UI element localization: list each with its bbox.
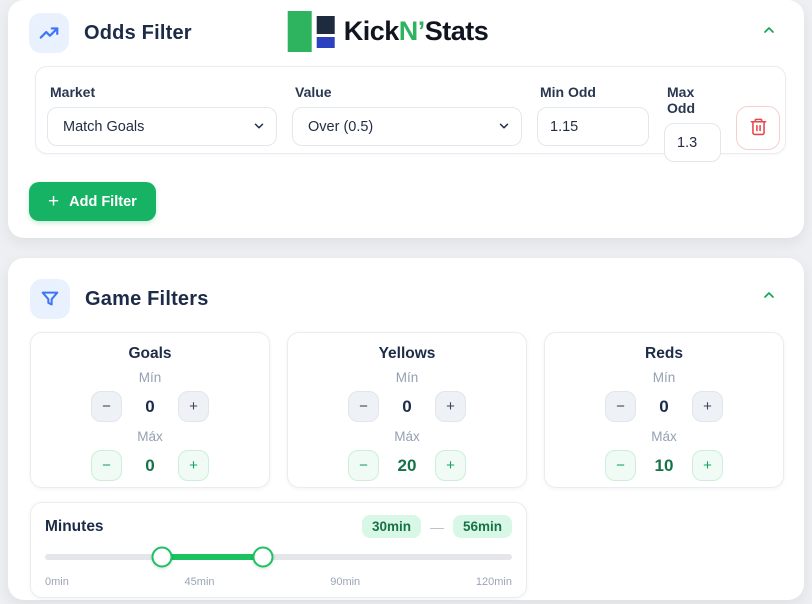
- reds-panel: Reds Mín − 0 + Máx − 10 +: [544, 332, 784, 488]
- collapse-odds-filter-button[interactable]: [756, 18, 782, 44]
- tick-label: 120min: [475, 576, 512, 588]
- slider-active-range: [161, 554, 263, 560]
- panel-title: Goals: [128, 345, 172, 362]
- goals-min-decrement-button[interactable]: −: [91, 391, 122, 422]
- game-filters-header: Game Filters: [30, 279, 209, 319]
- slider-handle-min[interactable]: [151, 546, 173, 568]
- tick-label: 45min: [184, 576, 215, 588]
- panel-title: Yellows: [378, 345, 436, 362]
- slider-track[interactable]: [45, 554, 512, 560]
- max-label: Máx: [651, 429, 677, 444]
- logo-text: KickN’Stats: [343, 16, 489, 46]
- min-label: Mín: [395, 370, 419, 385]
- range-separator: —: [429, 518, 444, 535]
- logo-green-block: [287, 11, 312, 52]
- minutes-from-badge: 30min: [361, 515, 421, 538]
- slider-tick-labels: 0min 45min 90min 120min: [45, 576, 512, 588]
- game-filters-title: Game Filters: [85, 287, 209, 310]
- kicknstats-logo: KickN’Stats: [287, 11, 489, 52]
- reds-min-value: 0: [659, 396, 669, 416]
- minutes-panel: Minutes 30min — 56min 0min 45min 90min 1…: [30, 502, 527, 598]
- minutes-range-slider[interactable]: [45, 546, 512, 568]
- max-label: Máx: [394, 429, 420, 444]
- trash-icon: [749, 117, 768, 139]
- logo-blue-block: [316, 36, 335, 48]
- reds-min-decrement-button[interactable]: −: [605, 391, 636, 422]
- filter-funnel-icon: [30, 279, 70, 319]
- yellows-max-value: 20: [397, 455, 417, 475]
- odds-filter-row: Market Match Goals Value Over (0.5): [35, 66, 786, 162]
- goals-max-increment-button[interactable]: +: [178, 450, 209, 481]
- goals-min-increment-button[interactable]: +: [178, 391, 209, 422]
- tick-label: 0min: [45, 576, 69, 588]
- min-odd-label: Min Odd: [540, 84, 596, 100]
- panel-title: Reds: [645, 345, 683, 362]
- min-odd-input[interactable]: [537, 107, 649, 146]
- goals-panel: Goals Mín − 0 + Máx − 0 +: [30, 332, 270, 488]
- value-select[interactable]: Over (0.5): [292, 107, 522, 146]
- tick-label: 90min: [330, 576, 361, 588]
- odds-filter-card: Odds Filter KickN’Stats Market Match Goa…: [8, 0, 804, 238]
- yellows-max-increment-button[interactable]: +: [435, 450, 466, 481]
- reds-min-increment-button[interactable]: +: [692, 391, 723, 422]
- min-label: Mín: [138, 370, 162, 385]
- yellows-min-value: 0: [402, 396, 412, 416]
- yellows-min-decrement-button[interactable]: −: [348, 391, 379, 422]
- collapse-game-filters-button[interactable]: [756, 283, 782, 309]
- reds-max-decrement-button[interactable]: −: [605, 450, 636, 481]
- logo-navy-block: [316, 15, 335, 34]
- plus-icon: +: [48, 191, 60, 212]
- yellows-max-decrement-button[interactable]: −: [348, 450, 379, 481]
- market-label: Market: [50, 84, 96, 100]
- stepper-panels: Goals Mín − 0 + Máx − 0 + Yellows Mín − …: [30, 332, 784, 488]
- chevron-up-icon: [761, 287, 777, 306]
- goals-min-value: 0: [145, 396, 155, 416]
- odds-filter-header: Odds Filter: [29, 13, 192, 53]
- minutes-title: Minutes: [45, 517, 104, 535]
- max-label: Máx: [137, 429, 163, 444]
- trend-up-icon: [29, 13, 69, 53]
- goals-max-value: 0: [145, 455, 155, 475]
- reds-max-increment-button[interactable]: +: [692, 450, 723, 481]
- max-odd-label: Max Odd: [667, 84, 695, 116]
- reds-max-value: 10: [654, 455, 674, 475]
- add-filter-label: Add Filter: [69, 193, 137, 210]
- slider-handle-max[interactable]: [252, 546, 274, 568]
- max-odd-input[interactable]: [664, 123, 721, 162]
- chevron-up-icon: [761, 22, 777, 41]
- market-select[interactable]: Match Goals: [47, 107, 277, 146]
- yellows-min-increment-button[interactable]: +: [435, 391, 466, 422]
- add-filter-button[interactable]: + Add Filter: [29, 182, 156, 221]
- min-label: Mín: [652, 370, 676, 385]
- value-label: Value: [295, 84, 332, 100]
- goals-max-decrement-button[interactable]: −: [91, 450, 122, 481]
- yellows-panel: Yellows Mín − 0 + Máx − 20 +: [287, 332, 527, 488]
- minutes-to-badge: 56min: [452, 515, 512, 538]
- odds-filter-title: Odds Filter: [84, 21, 192, 44]
- delete-filter-button[interactable]: [736, 106, 780, 150]
- game-filters-card: Game Filters Goals Mín − 0 + Máx − 0 +: [8, 258, 804, 600]
